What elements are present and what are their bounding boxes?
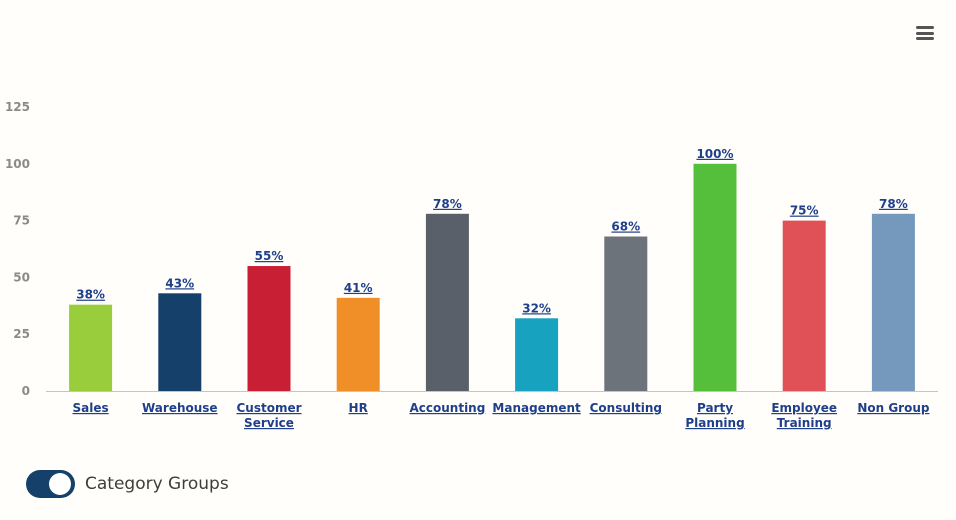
y-tick-label: 50 [13,270,30,284]
toggle-label: Category Groups [85,474,229,494]
bar[interactable] [247,266,291,391]
data-label: 78% [433,197,462,211]
x-tick-label[interactable]: Customer [236,401,301,415]
x-tick-label[interactable]: Training [777,416,832,430]
x-tick-label[interactable]: Sales [73,401,109,415]
x-tick-label[interactable]: Planning [685,416,744,430]
category-groups-toggle[interactable] [26,470,75,498]
data-label: 100% [696,147,733,161]
hamburger-menu-icon[interactable] [914,24,936,42]
bar[interactable] [69,304,113,391]
bar[interactable] [425,213,469,391]
x-tick-label[interactable]: Warehouse [142,401,218,415]
data-label: 38% [76,288,105,302]
y-tick-label: 75 [13,214,30,228]
bar[interactable] [871,213,915,391]
data-label: 43% [165,276,194,290]
category-groups-control: Category Groups [26,469,229,499]
y-tick-label: 100 [5,157,30,171]
bar[interactable] [782,220,826,391]
y-tick-label: 125 [5,100,30,114]
data-label: 55% [255,249,284,263]
bar[interactable] [336,297,380,391]
x-tick-label[interactable]: Party [697,401,733,415]
x-tick-label[interactable]: Service [244,416,294,430]
bar[interactable] [515,318,559,391]
data-label: 32% [522,301,551,315]
data-label: 78% [879,197,908,211]
toggle-knob [49,473,71,495]
x-tick-label[interactable]: Management [492,401,581,415]
data-label: 75% [790,204,819,218]
x-tick-label[interactable]: HR [349,401,368,415]
x-tick-label[interactable]: Non Group [857,401,930,415]
chart-svg: 0 25 50 75 100 125 38% Sales 43% Warehouse 55% Cust… [5,100,938,430]
bar[interactable] [604,236,648,391]
y-tick-label: 25 [13,327,30,341]
bar[interactable] [693,163,737,391]
x-tick-label[interactable]: Consulting [590,401,662,415]
data-label: 41% [344,281,373,295]
x-tick-label[interactable]: Accounting [409,401,485,415]
x-tick-label[interactable]: Employee [771,401,837,415]
y-tick-label: 0 [22,384,30,398]
bar[interactable] [158,293,202,391]
data-label: 68% [611,220,640,234]
bar-chart: 0 25 50 75 100 125 38% Sales 43% Warehouse 55% Cust… [5,100,938,430]
